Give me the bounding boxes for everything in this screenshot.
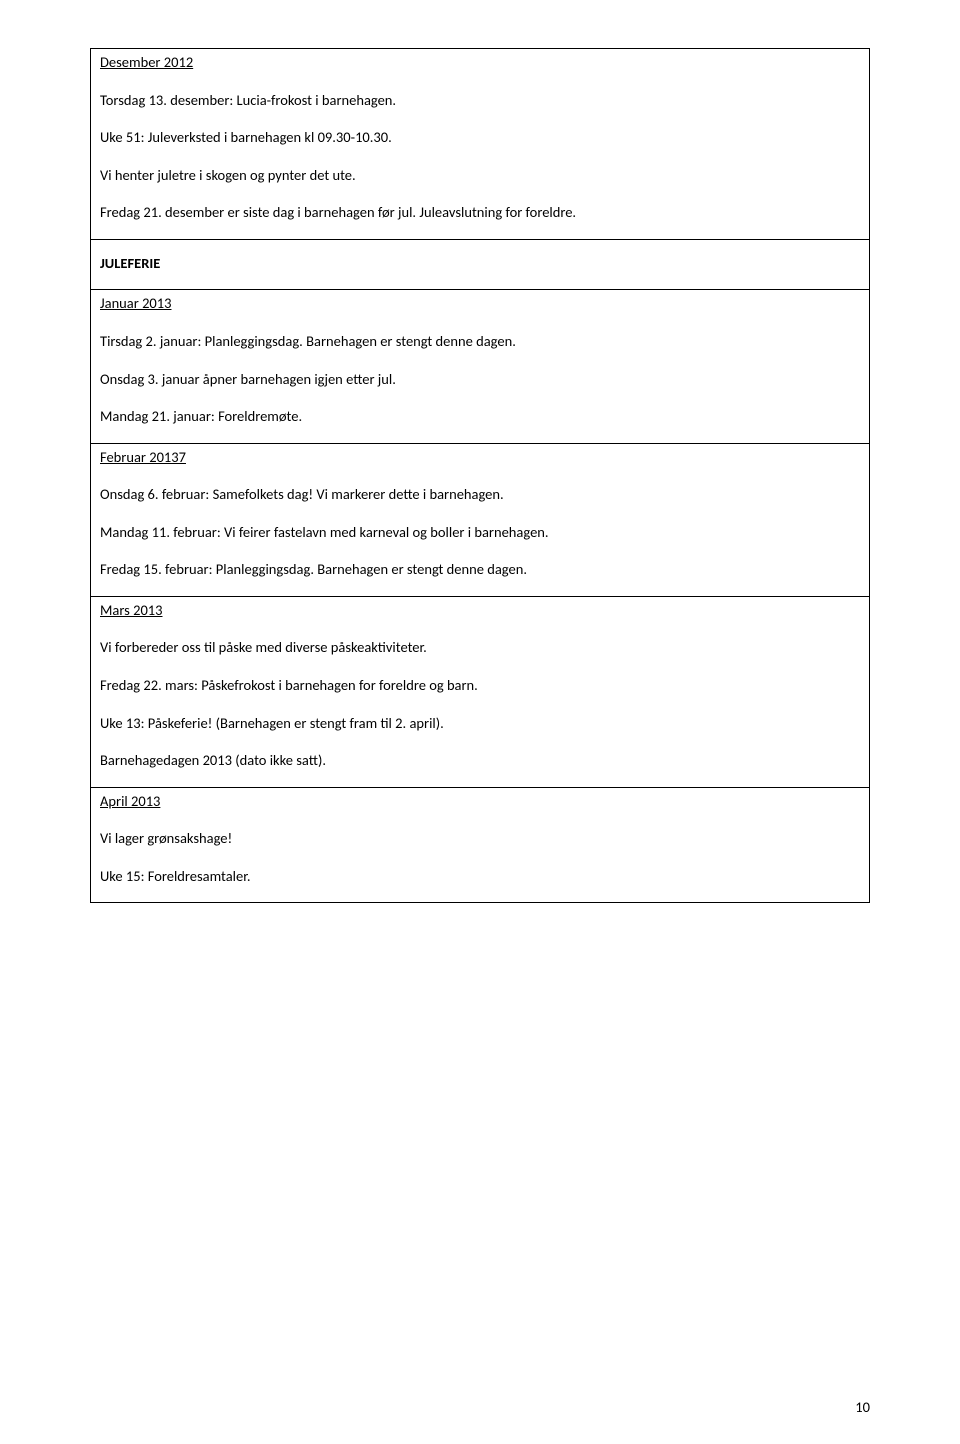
document-page: Desember 2012 Torsdag 13. desember: Luci… (0, 0, 960, 1444)
event-line: Onsdag 3. januar åpner barnehagen igjen … (100, 370, 860, 390)
cell-februar-2013: Februar 20137 Onsdag 6. februar: Samefol… (91, 443, 870, 596)
event-line: Uke 51: Juleverksted i barnehagen kl 09.… (100, 128, 860, 148)
month-heading: Mars 2013 (100, 601, 163, 621)
event-line: Vi forbereder oss til påske med diverse … (100, 638, 860, 658)
event-line: Mandag 11. februar: Vi feirer fastelavn … (100, 523, 860, 543)
event-line: Vi henter juletre i skogen og pynter det… (100, 166, 860, 186)
holiday-label: JULEFERIE (100, 254, 160, 272)
event-line: Onsdag 6. februar: Samefolkets dag! Vi m… (100, 485, 860, 505)
month-heading: April 2013 (100, 792, 160, 812)
event-line: Uke 13: Påskeferie! (Barnehagen er steng… (100, 714, 860, 734)
month-heading: Februar 20137 (100, 448, 186, 468)
month-heading: Desember 2012 (100, 53, 193, 73)
event-line: Vi lager grønsakshage! (100, 829, 860, 849)
event-line: Fredag 22. mars: Påskefrokost i barnehag… (100, 676, 860, 696)
event-line: Torsdag 13. desember: Lucia-frokost i ba… (100, 91, 860, 111)
cell-december-2012: Desember 2012 Torsdag 13. desember: Luci… (91, 49, 870, 240)
event-line: Mandag 21. januar: Foreldremøte. (100, 407, 860, 427)
cell-juleferie: JULEFERIE (91, 239, 870, 290)
page-number: 10 (855, 1398, 870, 1416)
cell-januar-2013: Januar 2013 Tirsdag 2. januar: Planleggi… (91, 290, 870, 443)
cell-mars-2013: Mars 2013 Vi forbereder oss til påske me… (91, 596, 870, 787)
event-line: Barnehagedagen 2013 (dato ikke satt). (100, 751, 860, 771)
event-line: Fredag 21. desember er siste dag i barne… (100, 203, 860, 223)
event-line: Tirsdag 2. januar: Planleggingsdag. Barn… (100, 332, 860, 352)
cell-april-2013: April 2013 Vi lager grønsakshage! Uke 15… (91, 787, 870, 903)
schedule-table: Desember 2012 Torsdag 13. desember: Luci… (90, 48, 870, 903)
month-heading: Januar 2013 (100, 294, 171, 314)
event-line: Fredag 15. februar: Planleggingsdag. Bar… (100, 560, 860, 580)
event-line: Uke 15: Foreldresamtaler. (100, 867, 860, 887)
